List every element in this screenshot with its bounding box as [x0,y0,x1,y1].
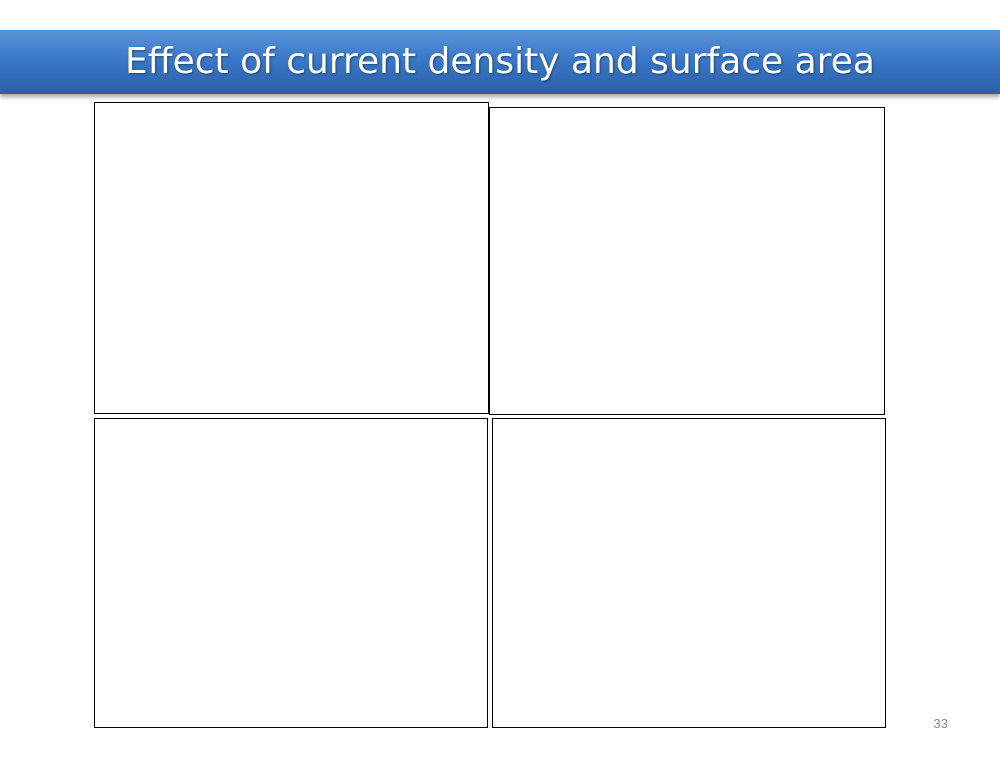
chart-panel-b [489,107,885,415]
chart-panel-a [94,102,489,414]
chart-panel-d [492,418,886,728]
chart-d-svg [493,419,887,729]
chart-b-svg [490,108,886,416]
slide-title: Effect of current density and surface ar… [125,41,875,82]
chart-panel-c [94,418,488,728]
chart-c-svg [95,419,489,729]
title-bar [0,30,1000,94]
chart-a-svg [95,103,490,415]
slide-number: 33 [933,716,948,731]
